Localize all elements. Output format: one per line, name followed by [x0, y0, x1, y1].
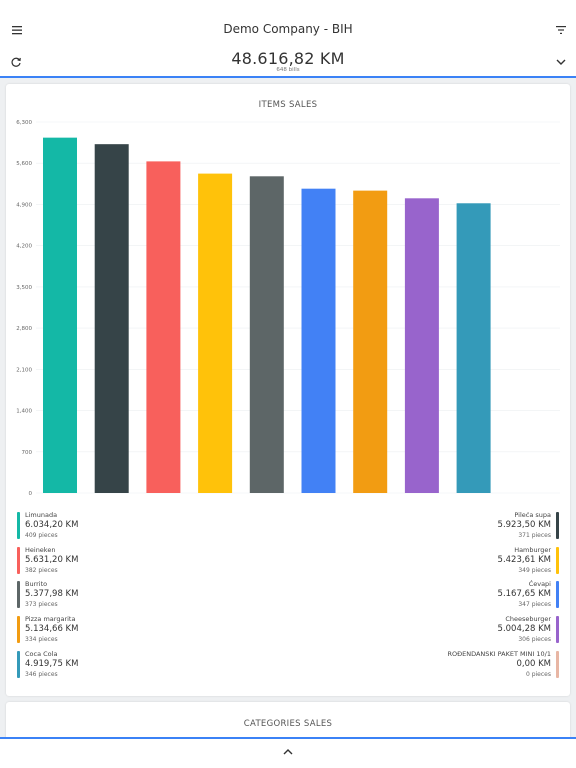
legend-value: 4.919,75 KM: [25, 658, 79, 669]
menu-icon[interactable]: [6, 19, 28, 41]
y-tick-label: 4,200: [16, 244, 32, 250]
legend-count: 349 pieces: [518, 566, 551, 574]
y-tick-label: 3,500: [16, 285, 32, 291]
legend-name: Cheeseburger: [505, 615, 551, 624]
legend-value: 6.034,20 KM: [25, 520, 79, 530]
total-amount: 48.616,82 KM: [231, 49, 345, 68]
y-tick-label: 6,300: [16, 120, 32, 126]
categories-sales-title: CATEGORIES SALES: [243, 719, 333, 729]
legend-swatch: [17, 581, 20, 609]
legend-count: 409 pieces: [25, 532, 58, 539]
bills-count: 648 bills: [276, 67, 300, 73]
bar-5[interactable]: [301, 188, 336, 493]
items-sales-title: ITEMS SALES: [258, 100, 318, 110]
legend-swatch: [556, 616, 559, 644]
legend-item[interactable]: Limunada 6.034,20 KM 409 pieces: [17, 509, 217, 539]
legend-item[interactable]: Coca Cola 4.919,75 KM 346 pieces: [17, 648, 217, 678]
y-tick-label: 2,800: [16, 326, 32, 332]
bar-1[interactable]: [94, 144, 129, 493]
chevron-down-icon[interactable]: [550, 51, 572, 73]
legend-name: ROĐENDANSKI PAKET MINI 10/1: [447, 649, 551, 658]
legend-count: 306 pieces: [518, 636, 551, 644]
company-title: Demo Company - BIH: [223, 22, 353, 36]
y-tick-label: 4,900: [16, 202, 32, 208]
legend-item[interactable]: Ćevapi 5.167,65 KM 347 pieces: [359, 578, 559, 609]
items-sales-chart: 0 700 1,400 2,100 2,800 3,500 4,200 4,900 5,600 6…: [16, 120, 560, 497]
legend-value: 5.377,98 KM: [25, 589, 79, 600]
bar-7[interactable]: [404, 198, 439, 493]
legend-item[interactable]: Cheeseburger 5.004,28 KM 306 pieces: [359, 613, 559, 644]
legend-count: 373 pieces: [25, 601, 58, 609]
top-header: Demo Company - BIH: [0, 0, 576, 46]
legend-name: Burrito: [25, 580, 48, 589]
chevron-up-icon[interactable]: [277, 741, 299, 763]
legend-item[interactable]: Pileća supa 5.923,50 KM 371 pieces: [359, 509, 559, 539]
legend-value: 0,00 KM: [516, 658, 551, 669]
legend-item[interactable]: Heineken 5.631,20 KM 382 pieces: [17, 544, 217, 574]
bar-3[interactable]: [198, 173, 233, 494]
bar-4[interactable]: [249, 176, 284, 493]
legend-swatch: [556, 650, 559, 678]
bar-6[interactable]: [353, 190, 388, 493]
legend-swatch: [17, 650, 20, 678]
bar-2[interactable]: [146, 161, 181, 493]
legend-name: Hamburger: [514, 545, 551, 554]
legend-count: 347 pieces: [518, 601, 551, 609]
bar-0[interactable]: [43, 137, 77, 494]
legend-count: 382 pieces: [25, 566, 58, 574]
legend-swatch: [556, 546, 559, 574]
bottom-bar: [0, 737, 576, 768]
y-tick-label: 1,400: [16, 409, 32, 415]
legend-value: 5.423,61 KM: [497, 554, 551, 565]
legend-swatch: [17, 616, 20, 644]
legend-value: 5.923,50 KM: [497, 520, 551, 530]
legend-value: 5.167,65 KM: [497, 589, 551, 600]
legend-swatch: [556, 512, 559, 539]
filter-icon[interactable]: [550, 19, 572, 41]
legend-name: Coca Cola: [25, 649, 58, 658]
legend-item[interactable]: Pizza margarita 5.134,66 KM 334 pieces: [17, 613, 217, 644]
legend-value: 5.631,20 KM: [25, 554, 79, 565]
legend-swatch: [17, 546, 20, 574]
y-tick-label: 700: [22, 450, 33, 456]
refresh-icon[interactable]: [5, 51, 27, 73]
legend-item[interactable]: ROĐENDANSKI PAKET MINI 10/1 0,00 KM 0 piec…: [359, 648, 559, 678]
legend-value: 5.004,28 KM: [497, 624, 551, 635]
legend-value: 5.134,66 KM: [25, 624, 79, 635]
legend-name: Heineken: [25, 545, 56, 554]
legend-swatch: [17, 512, 20, 539]
legend-count: 371 pieces: [518, 532, 551, 539]
legend-item[interactable]: Burrito 5.377,98 KM 373 pieces: [17, 578, 217, 609]
legend-count: 0 pieces: [525, 670, 551, 678]
legend-item[interactable]: Hamburger 5.423,61 KM 349 pieces: [359, 544, 559, 574]
legend-count: 334 pieces: [25, 636, 58, 644]
legend-name: Pileća supa: [514, 511, 551, 519]
y-tick-label: 5,600: [16, 161, 32, 167]
totals-bar: 48.616,82 KM 648 bills: [0, 46, 576, 78]
y-tick-label: 0: [29, 491, 33, 497]
legend-count: 346 pieces: [25, 670, 58, 678]
items-sales-card: ITEMS SALES 0 700 1,400 2,100 2,800 3,500 4,20…: [6, 84, 570, 696]
legend-name: Ćevapi: [528, 580, 551, 589]
legend-name: Limunada: [25, 511, 58, 519]
y-tick-label: 2,100: [16, 367, 32, 373]
legend-name: Pizza margarita: [25, 615, 76, 624]
bar-8[interactable]: [456, 203, 491, 494]
legend-swatch: [556, 581, 559, 609]
